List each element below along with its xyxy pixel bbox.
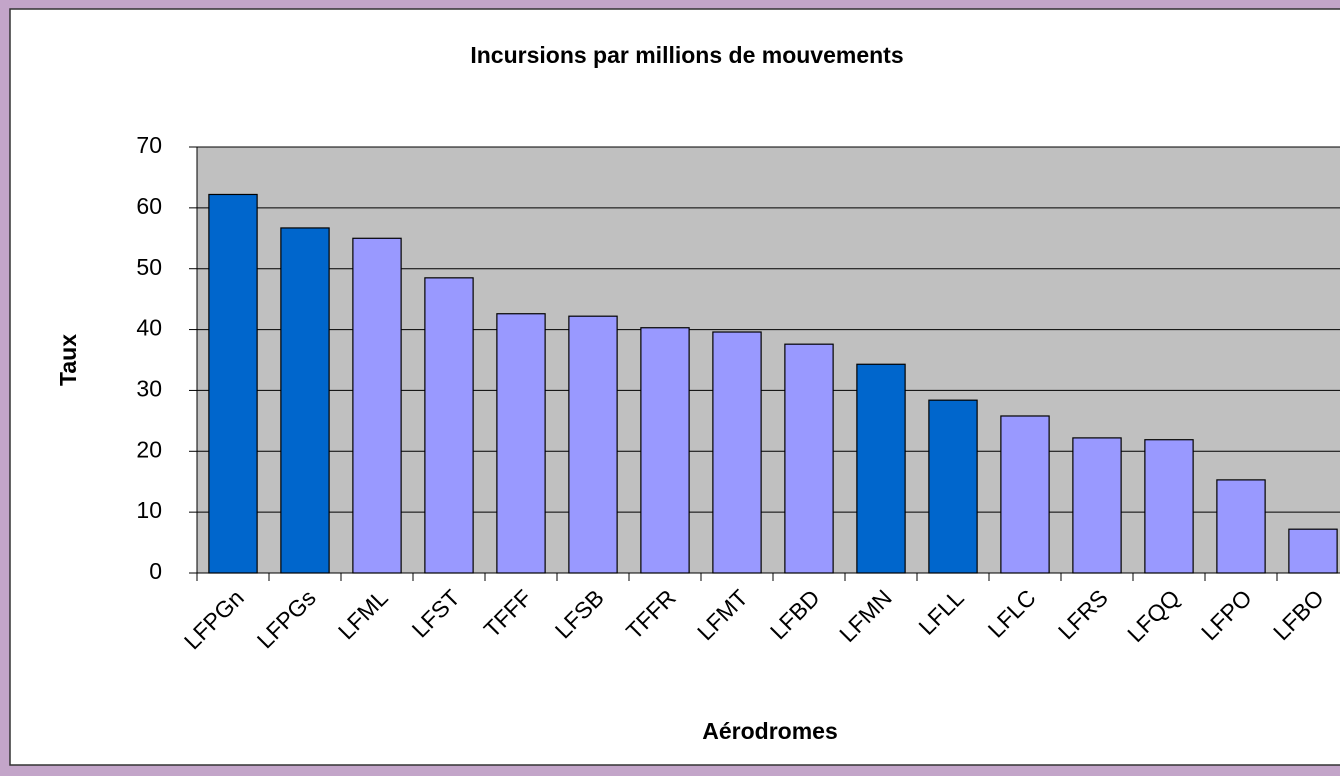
y-tick-label: 40 (136, 315, 162, 341)
bar (1288, 528, 1338, 574)
y-tick-label: 60 (136, 193, 162, 219)
bar (640, 327, 690, 574)
bar (568, 315, 618, 574)
bar (424, 277, 474, 574)
bar (208, 193, 258, 574)
y-tick-label: 70 (136, 132, 162, 158)
chart-title: Incursions par millions de mouvements (470, 42, 903, 68)
bar (784, 343, 834, 574)
bar (928, 399, 978, 574)
bar (712, 331, 762, 574)
x-axis-label: Aérodromes (702, 718, 837, 744)
y-tick-label: 0 (149, 558, 162, 584)
y-tick-label: 30 (136, 376, 162, 402)
bar (496, 313, 546, 574)
y-axis-label: Taux (55, 334, 81, 386)
y-tick-label: 50 (136, 254, 162, 280)
bar (856, 363, 906, 574)
bar (1216, 479, 1266, 574)
bar (280, 227, 330, 574)
bar (1000, 415, 1050, 574)
bar (1072, 437, 1122, 574)
y-tick-label: 20 (136, 436, 162, 462)
y-tick-label: 10 (136, 497, 162, 523)
bar (1144, 439, 1194, 574)
bar (352, 237, 402, 574)
